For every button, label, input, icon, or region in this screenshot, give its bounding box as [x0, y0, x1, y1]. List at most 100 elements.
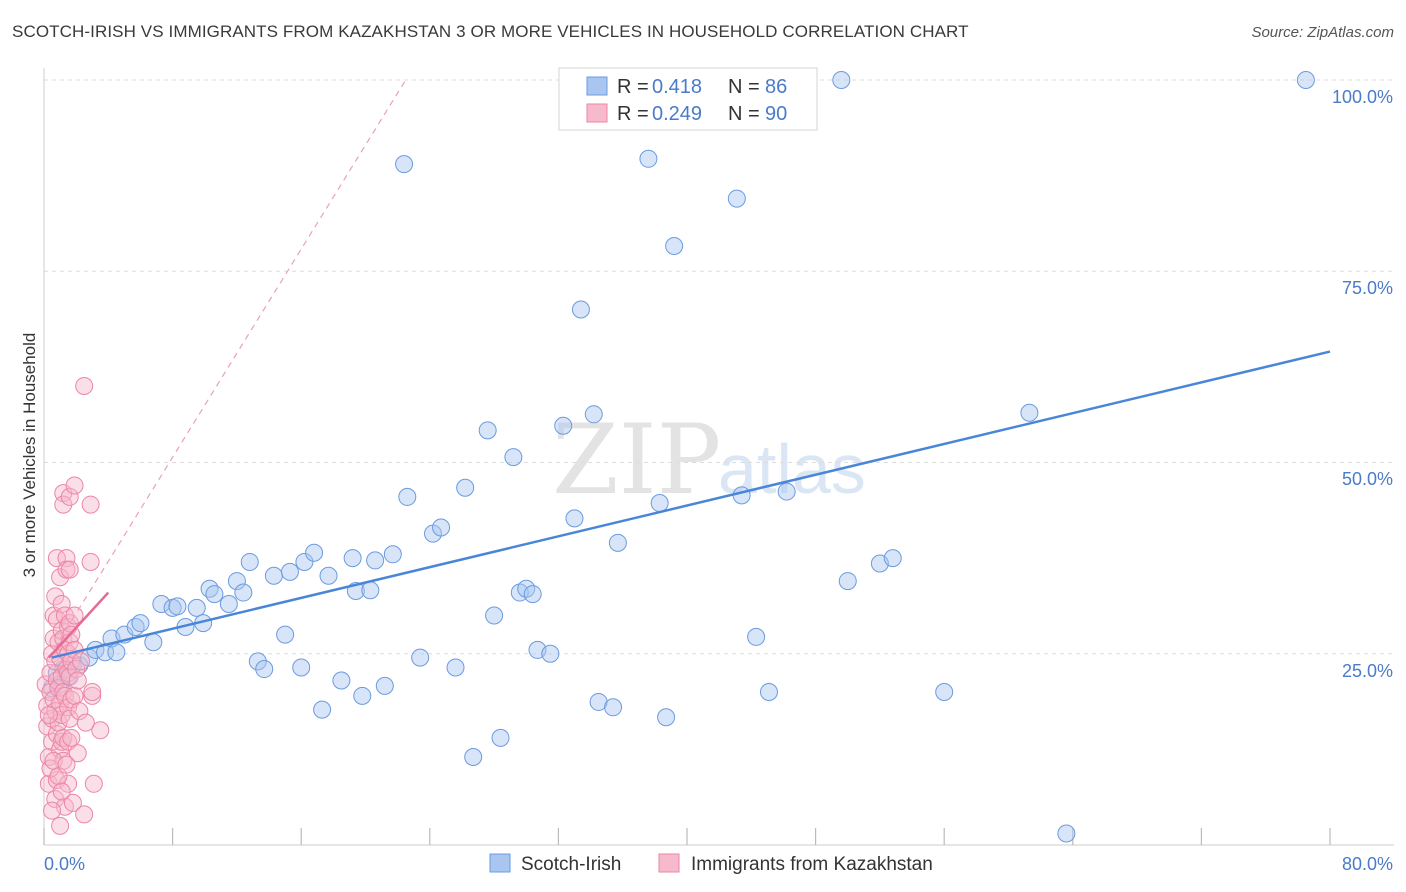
kazakhstan-point: [75, 377, 94, 395]
scotch-irish-point: [219, 595, 238, 614]
scotch-irish-point: [205, 585, 224, 604]
scotch-irish-point: [144, 633, 163, 652]
legend-n-label-1: N =: [728, 76, 760, 98]
legend-r-label-2: R =: [617, 103, 649, 125]
scotch-irish-point: [168, 597, 187, 616]
scotch-irish-point: [523, 585, 542, 604]
kazakhstan-point: [59, 774, 78, 793]
scotch-irish-point: [395, 155, 414, 174]
scotch-irish-point: [332, 671, 351, 690]
kazakhstan-point: [81, 495, 100, 514]
scotch-irish-point: [227, 572, 246, 591]
kazakhstan-point: [52, 595, 71, 614]
stats-legend: R = 0.418 N = 86 R = 0.249 N = 90: [558, 67, 818, 131]
kazakhstan-point: [47, 549, 66, 568]
scotch-irish-point: [240, 552, 259, 571]
scotch-irish-point: [152, 595, 171, 614]
x-tick-label-max: 80.0%: [1342, 854, 1393, 874]
kazakhstan-point: [60, 487, 79, 506]
kazakhstan-point: [76, 713, 95, 732]
scotch-irish-point: [295, 552, 314, 571]
kazakhstan-point: [60, 560, 79, 579]
trend-lines: [47, 79, 1331, 659]
scotch-irish-point: [411, 648, 430, 667]
legend-r-label-1: R =: [617, 76, 649, 98]
scotch-irish-point: [584, 405, 603, 424]
scotch-irish-point: [343, 549, 362, 568]
series-legend-swatch-kazakhstan: [658, 853, 680, 873]
scotch-irish-point: [565, 509, 584, 528]
scotch-irish-point: [832, 71, 851, 89]
scotch-irish-point: [478, 421, 497, 440]
y-tick-label-50: 50.0%: [1342, 469, 1393, 489]
y-tick-label-100: 100.0%: [1332, 87, 1393, 107]
legend-swatch-scotch-irish: [586, 76, 608, 96]
scotch-irish-point: [464, 748, 483, 767]
scotch-irish-point: [504, 448, 523, 467]
legend-r-value-1: 0.418: [652, 76, 702, 98]
kazakhstan-point: [75, 805, 94, 824]
scotch-irish-point: [456, 478, 475, 497]
legend-r-value-2: 0.249: [652, 103, 702, 125]
legend-n-value-1: 86: [765, 76, 787, 98]
scotch-irish-point: [234, 583, 253, 602]
scotch-irish-point: [1057, 824, 1076, 843]
scotch-irish-point: [383, 545, 402, 564]
kazakhstan-point: [65, 686, 84, 705]
scotch-irish-point: [131, 614, 150, 633]
kazakhstan-point: [83, 686, 102, 705]
scotch-irish-point: [305, 543, 324, 562]
scotch-irish-point: [485, 606, 504, 625]
y-tick-label-75: 75.0%: [1342, 278, 1393, 298]
series-points-scotch-irish: [43, 71, 1315, 843]
scotch-irish-point: [276, 625, 295, 644]
series-legend: Scotch-Irish Immigrants from Kazakhstan: [489, 853, 933, 875]
scotch-irish-point: [248, 652, 267, 671]
scotch-irish-point: [313, 700, 332, 719]
scotch-irish-point: [747, 627, 766, 646]
scotch-irish-point: [280, 562, 299, 581]
trend-line-kazakhstan: [47, 591, 110, 659]
trend-line-scotch-irish: [51, 350, 1331, 659]
x-tick-label-min: 0.0%: [44, 854, 85, 874]
kazakhstan-point: [62, 728, 81, 747]
scotch-irish-point: [361, 581, 380, 600]
scotch-irish-point: [187, 598, 206, 617]
series-points-kazakhstan: [36, 377, 110, 835]
legend-n-value-2: 90: [765, 103, 787, 125]
chart-title: SCOTCH-IRISH VS IMMIGRANTS FROM KAZAKHST…: [12, 22, 969, 41]
scotch-irish-point: [1296, 71, 1315, 89]
scotch-irish-point: [777, 482, 796, 501]
kazakhstan-point: [65, 476, 84, 495]
scotch-irish-point: [375, 676, 394, 695]
scotch-irish-point: [883, 549, 902, 568]
scotch-irish-point: [319, 566, 338, 585]
kazakhstan-point: [46, 587, 65, 606]
scotch-irish-point: [604, 698, 623, 717]
kazakhstan-point: [52, 782, 71, 801]
scotch-irish-point: [264, 566, 283, 585]
series-legend-label-scotch-irish: Scotch-Irish: [521, 854, 621, 875]
kazakhstan-point: [71, 652, 90, 671]
y-axis-label: 3 or more Vehicles in Household: [20, 333, 39, 578]
series-legend-label-kazakhstan: Immigrants from Kazakhstan: [691, 854, 933, 875]
scotch-irish-point: [759, 683, 778, 701]
scotch-irish-point: [608, 533, 627, 552]
scotch-irish-point: [200, 579, 219, 598]
scotch-irish-point: [1020, 403, 1039, 422]
legend-n-label-2: N =: [728, 103, 760, 125]
trend-line-kazakhstan-extended: [48, 79, 407, 658]
kazakhstan-point: [84, 774, 103, 793]
legend-swatch-kazakhstan: [586, 103, 608, 123]
scotch-irish-point: [665, 237, 684, 256]
kazakhstan-point: [54, 495, 73, 514]
scotch-irish-point: [732, 486, 751, 505]
scotch-irish-point: [353, 686, 372, 705]
scotch-irish-point: [432, 518, 451, 537]
scotch-irish-point: [727, 189, 746, 208]
scotch-irish-point: [366, 551, 385, 570]
kazakhstan-point: [51, 816, 70, 835]
scotch-irish-point: [657, 708, 676, 727]
kazakhstan-point: [57, 755, 76, 774]
